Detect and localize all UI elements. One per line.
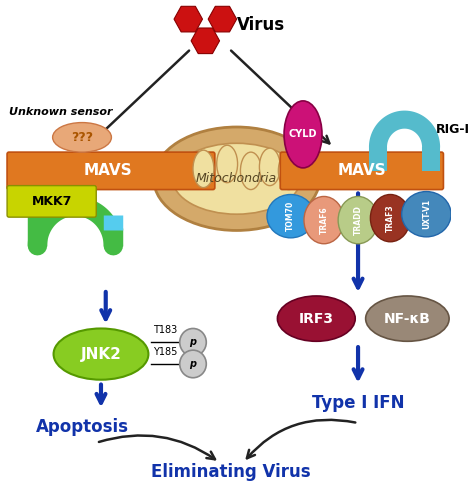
Ellipse shape [304,197,344,244]
Ellipse shape [53,122,111,152]
Text: Apoptosis: Apoptosis [36,418,128,436]
FancyBboxPatch shape [7,152,215,190]
Ellipse shape [370,195,410,242]
Text: TRAF3: TRAF3 [386,204,395,232]
Text: p: p [190,359,197,369]
Text: Y185: Y185 [153,347,178,357]
Ellipse shape [267,195,314,238]
Text: Virus: Virus [237,16,285,34]
Text: ???: ??? [71,131,93,144]
Text: Mitochondria: Mitochondria [196,172,277,185]
Text: Unknown sensor: Unknown sensor [9,107,112,117]
Ellipse shape [193,150,214,188]
Text: TRAF6: TRAF6 [319,206,328,234]
Text: MAVS: MAVS [337,163,386,178]
Text: CYLD: CYLD [289,129,317,139]
Text: NF-κB: NF-κB [384,312,431,326]
Circle shape [180,350,206,378]
Ellipse shape [401,192,451,237]
Circle shape [180,329,206,356]
Ellipse shape [338,197,378,244]
Text: MAVS: MAVS [83,163,132,178]
Text: Eliminating Virus: Eliminating Virus [151,463,311,481]
Text: IRF3: IRF3 [299,312,334,326]
Ellipse shape [284,101,322,168]
Text: Type I IFN: Type I IFN [312,394,404,412]
Ellipse shape [259,148,280,186]
Ellipse shape [154,127,319,230]
FancyBboxPatch shape [280,152,443,190]
Text: TRADD: TRADD [354,205,363,235]
Text: JNK2: JNK2 [81,347,121,362]
Ellipse shape [217,145,237,182]
Text: UXT-V1: UXT-V1 [422,199,431,229]
Ellipse shape [277,296,355,341]
Ellipse shape [278,152,299,190]
Ellipse shape [240,152,261,190]
Text: T183: T183 [153,325,177,335]
FancyBboxPatch shape [7,186,96,217]
Text: TOM70: TOM70 [286,201,295,231]
Text: RIG-I: RIG-I [436,123,470,136]
Text: p: p [190,337,197,348]
Ellipse shape [173,143,301,214]
Ellipse shape [365,296,449,341]
Ellipse shape [54,329,148,380]
Text: MKK7: MKK7 [31,195,72,208]
